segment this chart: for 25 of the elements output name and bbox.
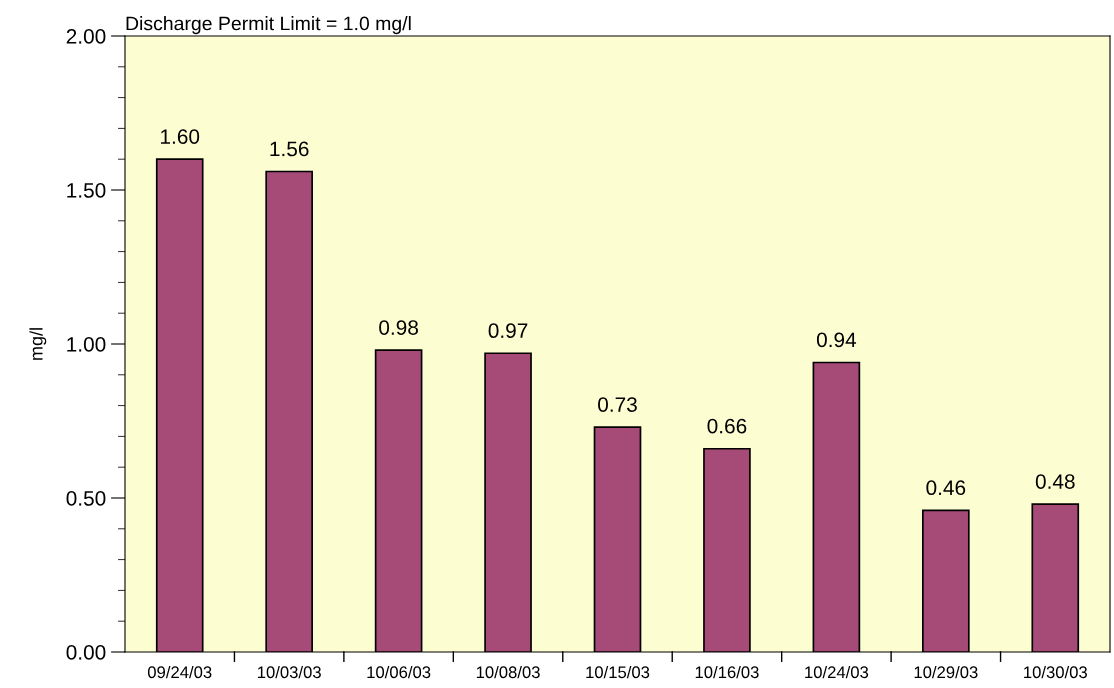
data-label: 0.46	[926, 480, 966, 496]
y-tick-label: 0.50	[66, 491, 106, 506]
y-tick-label: 1.00	[67, 337, 106, 352]
x-tick-label: 10/16/03	[695, 665, 759, 679]
y-tick-label: 1.50	[67, 183, 106, 198]
x-tick-label: 10/24/03	[805, 665, 869, 679]
y-axis-title: mg/l	[29, 328, 47, 360]
data-label: 0.97	[488, 323, 528, 339]
data-label: 0.66	[707, 418, 747, 434]
data-label: 0.94	[816, 332, 857, 348]
data-label: 0.98	[379, 320, 418, 335]
data-label: 0.73	[598, 397, 637, 412]
y-tick-label: 2.00	[66, 29, 106, 44]
y-tick-label: 0.00	[66, 645, 106, 660]
x-tick-label: 10/08/03	[476, 665, 540, 679]
x-tick-label: 10/15/03	[586, 665, 650, 679]
data-label: 1.60	[161, 129, 200, 144]
x-tick-label: 10/03/03	[258, 665, 321, 679]
x-tick-label: 10/29/03	[914, 665, 978, 679]
chart-title: Discharge Permit Limit = 1.0 mg/l	[126, 16, 411, 35]
x-tick-label: 10/30/03	[1024, 665, 1087, 679]
x-tick-label: 09/24/03	[147, 665, 212, 679]
data-label: 0.48	[1035, 474, 1075, 489]
data-label: 1.56	[270, 141, 309, 157]
x-tick-label: 10/06/03	[367, 665, 431, 679]
